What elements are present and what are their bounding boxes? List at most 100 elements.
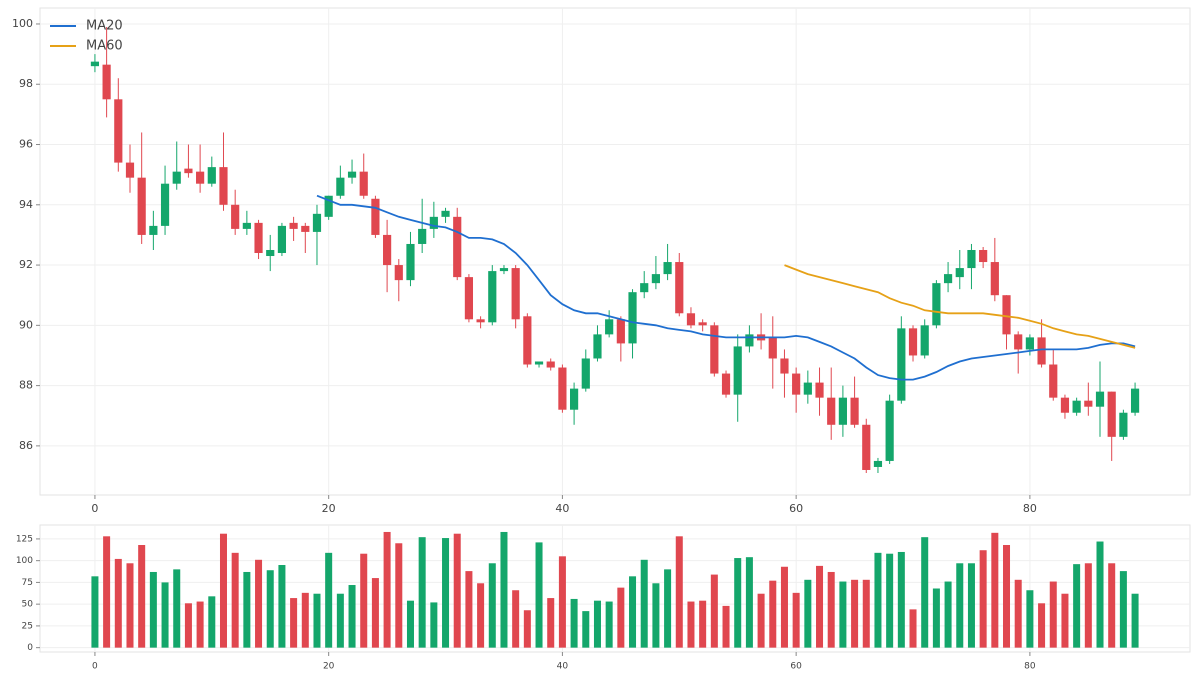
candle-body xyxy=(990,262,999,296)
volume-bar xyxy=(336,593,344,648)
legend-label: MA20 xyxy=(86,19,123,34)
y-tick-label: 90 xyxy=(19,318,33,331)
volume-bar xyxy=(126,563,134,648)
volume-bar xyxy=(243,571,251,648)
candle-body xyxy=(312,213,322,232)
candle-body xyxy=(371,198,380,235)
volume-bar xyxy=(967,563,975,648)
candle-body xyxy=(1084,400,1093,407)
candle-body xyxy=(499,268,509,272)
volume-bar xyxy=(617,587,625,648)
candle-body xyxy=(850,397,859,425)
candle-body xyxy=(803,382,812,395)
candle-body xyxy=(160,183,170,226)
candle-body xyxy=(266,249,275,257)
candle-body xyxy=(897,328,906,401)
candle-body xyxy=(289,222,298,229)
candle-body xyxy=(511,268,520,320)
volume-bar xyxy=(535,542,543,648)
candle-body xyxy=(721,373,731,395)
candle-body xyxy=(628,292,637,344)
volume-bar xyxy=(512,590,520,648)
y-tick-label: 96 xyxy=(19,138,33,151)
candle-body xyxy=(792,373,801,395)
volume-bar xyxy=(1084,563,1092,648)
candle-body xyxy=(815,382,824,398)
y-tick-label: 100 xyxy=(12,17,33,30)
volume-bar xyxy=(1038,603,1046,648)
volume-bar xyxy=(231,552,239,648)
volume-bar xyxy=(1073,564,1081,648)
candle-body xyxy=(324,195,333,217)
volume-bar xyxy=(348,585,356,648)
candle-body xyxy=(1119,412,1128,437)
volume-bar xyxy=(827,571,835,648)
candle-body xyxy=(558,367,567,410)
candle-body xyxy=(207,167,216,184)
volume-bar xyxy=(395,543,403,648)
candle-body xyxy=(943,274,953,284)
volume-bar xyxy=(301,592,309,648)
candle-body xyxy=(418,228,427,244)
candle-body xyxy=(1130,388,1140,413)
candle-body xyxy=(196,171,205,184)
x-tick-label: 0 xyxy=(92,662,98,672)
volume-bar xyxy=(266,570,274,648)
candle-body xyxy=(698,322,707,326)
candle-body xyxy=(967,249,976,269)
candle-body xyxy=(347,171,357,178)
candle-body xyxy=(663,262,672,275)
volume-bar xyxy=(944,581,952,648)
candle-body xyxy=(593,334,602,359)
volume-bar xyxy=(500,531,508,648)
x-tick-label: 60 xyxy=(789,502,803,515)
candle-body xyxy=(1060,397,1070,413)
candle-body xyxy=(780,358,789,374)
volume-bar xyxy=(1026,590,1034,648)
volume-bar xyxy=(886,553,894,648)
volume-bar xyxy=(909,609,917,648)
y-tick-label: 125 xyxy=(16,534,33,544)
volume-bar xyxy=(956,563,964,648)
volume-bar xyxy=(208,596,216,648)
volume-bar xyxy=(722,605,730,648)
volume-bar xyxy=(757,593,765,648)
candle-body xyxy=(885,400,894,461)
x-tick-label: 40 xyxy=(557,662,569,672)
candle-body xyxy=(523,316,532,365)
ma-line xyxy=(316,194,1136,381)
volume-bar xyxy=(523,610,531,648)
volume-bar xyxy=(430,602,438,648)
candle-body xyxy=(394,265,403,281)
volume-bar xyxy=(383,531,391,648)
candle-body xyxy=(301,225,310,232)
volume-bar xyxy=(406,600,414,648)
volume-bar xyxy=(862,579,870,648)
volume-bar xyxy=(255,559,263,648)
candle-body xyxy=(254,222,263,254)
volume-bar xyxy=(173,569,181,648)
candle-body xyxy=(464,277,474,320)
volume-bar xyxy=(769,580,777,648)
volume-bar xyxy=(453,533,461,648)
candle-body xyxy=(1025,337,1034,350)
y-tick-label: 25 xyxy=(22,621,33,631)
y-tick-label: 75 xyxy=(22,578,33,588)
volume-bar xyxy=(360,553,368,648)
y-tick-label: 92 xyxy=(19,258,33,271)
volume-bar xyxy=(874,552,882,648)
volume-bar xyxy=(664,569,672,648)
candle-body xyxy=(1037,337,1046,365)
candle-body xyxy=(219,167,228,205)
candle-body xyxy=(651,274,660,284)
volume-bar xyxy=(816,565,824,648)
candle-body xyxy=(616,319,625,344)
candle-body xyxy=(908,328,918,356)
volume-bar xyxy=(1108,563,1116,648)
volume-bar xyxy=(792,592,800,648)
candle-body xyxy=(488,271,497,323)
y-tick-label: 88 xyxy=(19,379,33,392)
volume-bar xyxy=(278,565,286,648)
candle-body xyxy=(862,424,871,470)
candle-body xyxy=(838,397,847,425)
